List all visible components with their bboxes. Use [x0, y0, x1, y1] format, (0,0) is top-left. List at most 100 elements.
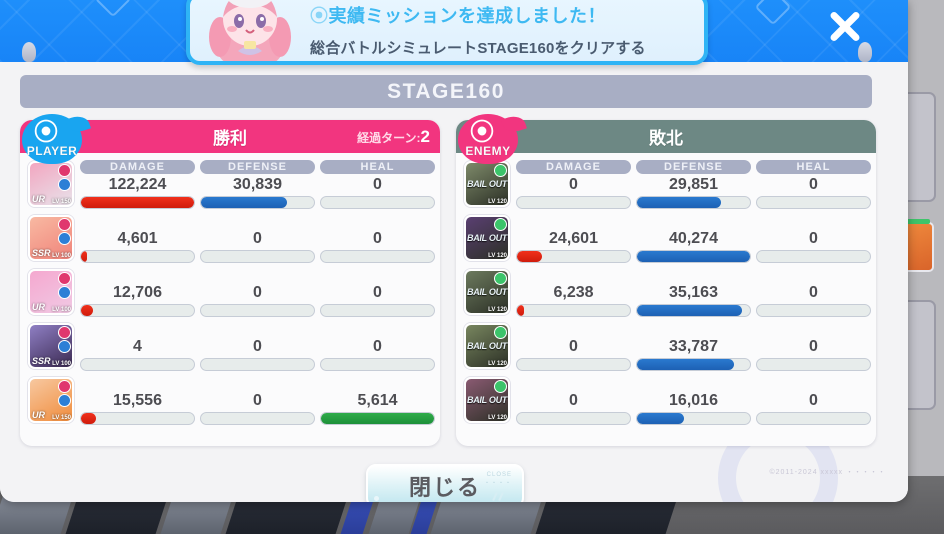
stat-defense: 0	[200, 322, 315, 371]
player-rows: UR LV 150 DAMAGE 122,224 DEFENSE 30,839 …	[20, 153, 440, 427]
enemy-result-label: 敗北	[649, 129, 683, 148]
stat-defense: 0	[200, 214, 315, 263]
stat-damage: 15,556	[80, 376, 195, 425]
toast-text-block: ⦿実績ミッションを達成しました！ 総合バトルシミュレートSTAGE160をクリア…	[310, 2, 694, 58]
element-badge-icon	[58, 232, 71, 245]
bail-out-label: BAIL OUT	[467, 178, 507, 189]
stat-heal-bar	[320, 303, 435, 317]
player-unit-avatar[interactable]: SSR LV 100	[28, 215, 74, 261]
close-button[interactable]: CLOSE ・・・・ 閉じる	[366, 464, 524, 502]
stat-heal-bar	[320, 411, 435, 425]
player-panel: 勝利 経過ターン:2 ⦿ PLAYER UR LV 150 DAMAGE 122…	[20, 114, 440, 446]
role-badge-icon	[58, 218, 71, 231]
enemy-unit-avatar[interactable]: BAIL OUT LV 120	[464, 377, 510, 423]
enemy-unit-avatar[interactable]: BAIL OUT LV 120	[464, 215, 510, 261]
stage-label: STAGE160	[387, 79, 505, 103]
close-icon[interactable]	[822, 3, 868, 49]
element-badge-icon	[58, 178, 71, 191]
unit-rarity: SSR	[32, 248, 51, 258]
element-badge-icon	[58, 340, 71, 353]
player-unit-avatar[interactable]: UR LV 150	[28, 161, 74, 207]
stat-damage: 4,601	[80, 214, 195, 263]
stat-group: 12,706 0 0	[80, 268, 440, 317]
stat-group: 6,238 35,163 0	[516, 268, 876, 317]
bail-out-label: BAIL OUT	[467, 394, 507, 405]
stat-group: 0 16,016 0	[516, 376, 876, 425]
stat-defense-value: 30,839	[233, 175, 282, 193]
stat-heal-bar	[756, 411, 871, 425]
role-badge-icon	[58, 380, 71, 393]
stat-heal: HEAL 0	[320, 159, 435, 209]
unit-level: LV 100	[52, 360, 71, 367]
stat-defense-bar	[636, 249, 751, 263]
unit-stat-row: BAIL OUT LV 120 0 33,787 0	[456, 319, 876, 373]
stat-heal: 0	[756, 214, 871, 263]
copyright-watermark: ©2011-2024 xxxxx ・・・・・	[769, 468, 886, 476]
stat-heal-bar	[756, 195, 871, 209]
unit-level: LV 120	[488, 360, 507, 367]
stat-defense: 16,016	[636, 376, 751, 425]
stat-damage-bar	[80, 195, 195, 209]
stat-heal: 0	[320, 214, 435, 263]
stat-group: DAMAGE 0 DEFENSE 29,851 HEAL 0	[516, 159, 876, 209]
badge-blob-shape	[458, 114, 518, 164]
stat-group: DAMAGE 122,224 DEFENSE 30,839 HEAL 0	[80, 159, 440, 209]
stat-damage-bar	[80, 357, 195, 371]
unit-stat-row: SSR LV 100 4 0 0	[20, 319, 440, 373]
stat-heal-value: 0	[373, 283, 382, 301]
stat-heal-value: 0	[373, 229, 382, 247]
stat-heal-bar	[320, 357, 435, 371]
stat-defense-value: 0	[253, 337, 262, 355]
stat-damage-bar	[80, 249, 195, 263]
toast-headline: ⦿実績ミッションを達成しました！	[310, 2, 694, 28]
stat-defense: 0	[200, 268, 315, 317]
stat-defense-bar	[636, 195, 751, 209]
player-unit-avatar[interactable]: UR LV 100	[28, 269, 74, 315]
badge-blob-shape	[22, 114, 82, 164]
enemy-unit-avatar[interactable]: BAIL OUT LV 120	[464, 269, 510, 315]
enemy-unit-avatar[interactable]: BAIL OUT LV 120	[464, 323, 510, 369]
achievement-toast[interactable]: ⦿実績ミッションを達成しました！ 総合バトルシミュレートSTAGE160をクリア…	[186, 0, 708, 65]
stat-defense-value: 33,787	[669, 337, 718, 355]
stat-heal-value: 0	[809, 229, 818, 247]
button-slash-decor	[492, 491, 510, 502]
column-header-heal: HEAL	[320, 159, 435, 174]
decor-knob	[22, 42, 36, 62]
stat-defense-bar	[200, 249, 315, 263]
enemy-panel: 敗北 ⦿ ENEMY BAIL OUT LV 120 DAMAGE 0 DEFE…	[456, 114, 876, 446]
stat-defense-value: 16,016	[669, 391, 718, 409]
stat-damage-bar	[516, 411, 631, 425]
unit-stat-row: BAIL OUT LV 120 DAMAGE 0 DEFENSE 29,851 …	[456, 157, 876, 211]
stat-defense-bar	[200, 411, 315, 425]
stat-damage: 24,601	[516, 214, 631, 263]
button-shine-text: CLOSE ・・・・	[483, 472, 512, 487]
stat-defense-value: 0	[253, 391, 262, 409]
role-badge-icon	[58, 326, 71, 339]
stat-heal-bar	[756, 357, 871, 371]
elapsed-turns: 経過ターン:2	[357, 127, 430, 147]
stat-group: 24,601 40,274 0	[516, 214, 876, 263]
stat-damage: 4	[80, 322, 195, 371]
element-badge-icon	[58, 286, 71, 299]
stat-defense-bar	[200, 303, 315, 317]
player-unit-avatar[interactable]: SSR LV 100	[28, 323, 74, 369]
player-panel-header: 勝利 経過ターン:2	[20, 120, 440, 153]
enemy-unit-avatar[interactable]: BAIL OUT LV 120	[464, 161, 510, 207]
stat-heal: 0	[756, 322, 871, 371]
player-unit-avatar[interactable]: UR LV 150	[28, 377, 74, 423]
stat-damage-bar	[80, 303, 195, 317]
column-header-defense: DEFENSE	[200, 159, 315, 174]
toast-headline-text: 実績ミッションを達成しました！	[328, 6, 606, 26]
stat-heal-value: 0	[809, 391, 818, 409]
stat-damage-value: 12,706	[113, 283, 162, 301]
stat-heal: 5,614	[320, 376, 435, 425]
stage-bar: STAGE160	[20, 75, 872, 108]
stat-group: 0 33,787 0	[516, 322, 876, 371]
stat-damage-value: 15,556	[113, 391, 162, 409]
stat-defense-bar	[636, 357, 751, 371]
unit-level: LV 100	[52, 306, 71, 313]
unit-stat-row: BAIL OUT LV 120 24,601 40,274 0	[456, 211, 876, 265]
stat-heal-value: 0	[809, 283, 818, 301]
stat-defense-bar	[200, 195, 315, 209]
stat-heal: 0	[756, 268, 871, 317]
